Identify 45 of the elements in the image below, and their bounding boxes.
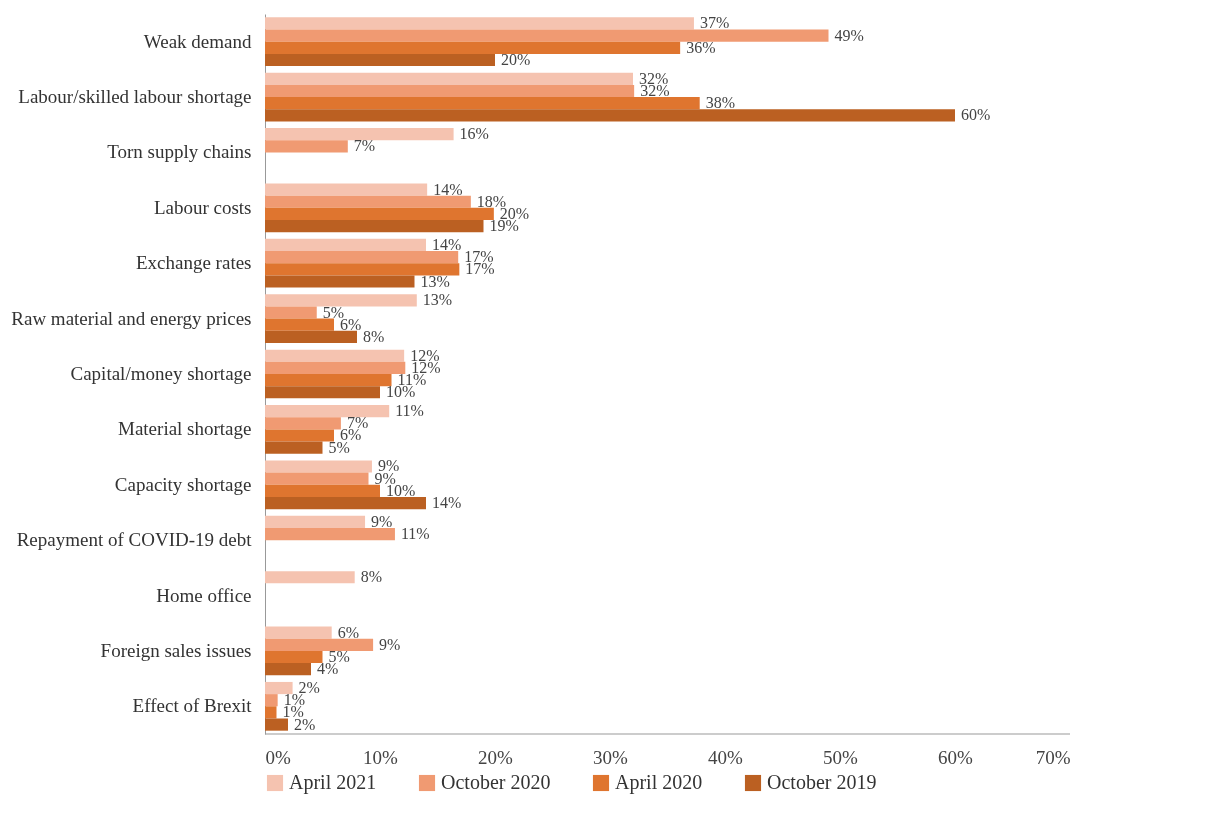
data-label: 20% (501, 50, 531, 68)
data-label: 14% (432, 235, 462, 253)
legend-label: October 2019 (767, 771, 877, 793)
y-tick-label: Capacity shortage (114, 473, 252, 495)
y-tick-label: Weak demand (143, 30, 252, 52)
data-label: 38% (705, 94, 736, 112)
y-tick-label: Raw material and energy prices (11, 307, 252, 329)
data-label: 9% (379, 635, 401, 653)
x-tick-label: 20% (478, 746, 514, 768)
y-tick-label: Repayment of COVID-19 debt (16, 529, 253, 551)
y-tick-label: Home office (156, 584, 252, 606)
data-label: 6% (337, 623, 360, 641)
data-label: 7% (353, 137, 376, 155)
x-tick-label: 70% (1035, 746, 1071, 768)
data-label: 13% (422, 291, 453, 309)
y-tick-label: Effect of Brexit (132, 695, 253, 717)
y-tick-label: Foreign sales issues (100, 639, 252, 661)
data-label: 8% (363, 327, 385, 345)
data-label: 36% (686, 38, 716, 56)
data-label: 9% (371, 512, 393, 530)
data-label: 14% (433, 180, 463, 198)
y-tick-label: Labour/skilled labour shortage (18, 86, 252, 108)
y-tick-label: Capital/money shortage (70, 363, 252, 384)
y-tick-label: Exchange rates (135, 252, 252, 274)
y-tick-label: Torn supply chains (107, 141, 252, 163)
x-tick-label: 40% (708, 746, 744, 768)
data-label: 60% (961, 106, 991, 124)
data-label: 14% (432, 494, 462, 512)
legend-label: April 2021 (289, 771, 377, 794)
legend-label: April 2020 (615, 771, 703, 794)
x-tick-label: 0% (265, 746, 291, 768)
x-tick-label: 10% (363, 746, 399, 768)
y-tick-label: Labour costs (153, 196, 252, 218)
x-tick-label: 50% (823, 746, 859, 768)
data-label: 11% (400, 525, 430, 543)
data-label: 8% (360, 568, 383, 586)
data-label: 37% (699, 14, 730, 32)
data-label: 13% (420, 272, 450, 290)
x-tick-label: 60% (938, 746, 974, 768)
y-tick-label: Material shortage (118, 418, 252, 440)
data-label: 16% (459, 125, 489, 143)
data-label: 49% (834, 26, 864, 44)
legend-label: October 2020 (441, 771, 551, 793)
x-tick-label: 30% (593, 746, 629, 768)
data-label: 11% (395, 402, 424, 420)
